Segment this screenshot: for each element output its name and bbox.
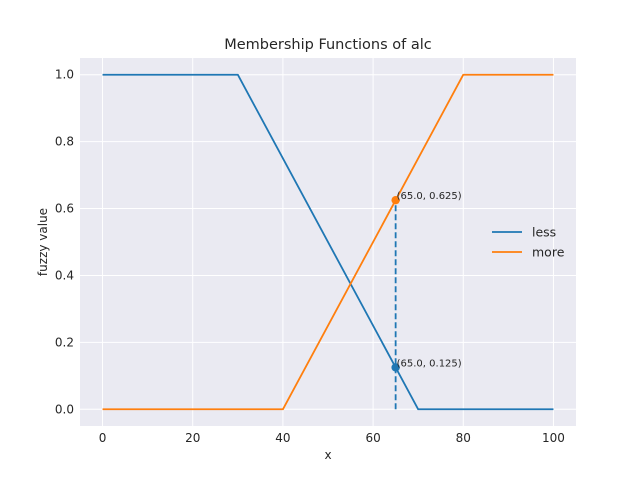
point-marker <box>391 363 400 372</box>
y-tick-label: 0.2 <box>55 335 74 349</box>
y-tick-label: 0.8 <box>55 135 74 149</box>
legend: less more <box>492 225 565 260</box>
annotation-markers: (65.0, 0.625) (65.0, 0.125) <box>391 191 462 410</box>
series-line-less <box>102 73 554 411</box>
x-tick-label: 60 <box>365 431 380 445</box>
chart-title: Membership Functions of alc <box>224 37 432 53</box>
x-tick-label: 40 <box>275 431 290 445</box>
x-tick-label: 100 <box>542 431 565 445</box>
x-tick-label: 80 <box>456 431 471 445</box>
series-lines <box>102 73 554 411</box>
series-line-more <box>102 73 554 411</box>
x-tick-label: 20 <box>185 431 200 445</box>
point-annotation: (65.0, 0.125) <box>397 358 462 369</box>
tick-labels: 0 20 40 60 80 100 0.0 0.2 0.4 0.6 0.8 1.0 <box>55 68 565 445</box>
point-marker <box>391 195 400 205</box>
legend-label-less: less <box>532 225 556 240</box>
y-axis-label: fuzzy value <box>36 208 50 276</box>
y-tick-label: 0.4 <box>55 268 74 282</box>
y-tick-label: 0.0 <box>55 402 74 416</box>
y-tick-label: 1.0 <box>55 68 74 82</box>
x-axis-label: x <box>324 448 331 462</box>
point-annotation: (65.0, 0.625) <box>397 191 462 202</box>
y-tick-label: 0.6 <box>55 202 74 216</box>
x-tick-label: 0 <box>99 431 107 445</box>
legend-label-more: more <box>532 245 565 260</box>
